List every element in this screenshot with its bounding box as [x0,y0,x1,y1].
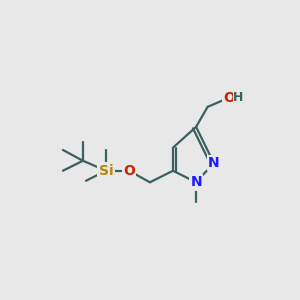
Text: Si: Si [99,164,113,178]
Text: N: N [190,175,202,189]
Text: H: H [233,91,244,104]
Text: N: N [208,156,220,170]
Text: O: O [223,91,235,105]
Text: O: O [123,164,135,178]
